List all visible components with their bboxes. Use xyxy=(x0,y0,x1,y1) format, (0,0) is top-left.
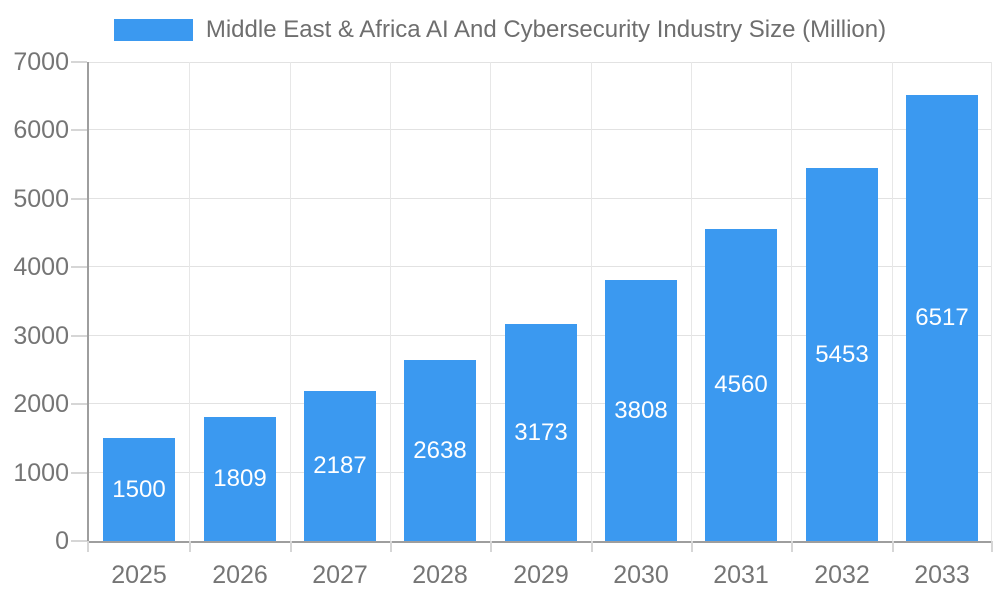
gridline-horizontal xyxy=(89,129,992,130)
y-axis-tick-label: 0 xyxy=(55,527,69,555)
x-axis-tick-label: 2027 xyxy=(312,561,368,589)
y-axis-tick-mark xyxy=(71,335,87,337)
x-axis-tick-label: 2031 xyxy=(713,561,769,589)
y-axis-tick-label: 6000 xyxy=(13,116,69,144)
y-axis-tick-mark xyxy=(71,472,87,474)
y-axis-tick-label: 5000 xyxy=(13,185,69,213)
bar[interactable]: 6517 xyxy=(906,95,978,541)
x-axis-tick-label: 2030 xyxy=(613,561,669,589)
legend-swatch-icon xyxy=(113,19,193,41)
y-axis-tick-mark xyxy=(71,61,87,63)
x-axis-tick-label: 2028 xyxy=(412,561,468,589)
chart-title: Middle East & Africa AI And Cybersecurit… xyxy=(205,16,887,43)
x-axis-tick-mark xyxy=(490,541,492,552)
y-axis-tick-label: 7000 xyxy=(13,48,69,76)
y-axis-tick-label: 4000 xyxy=(13,253,69,281)
gridline-horizontal xyxy=(89,198,992,199)
gridline-horizontal xyxy=(89,266,992,267)
y-axis-tick-mark xyxy=(71,266,87,268)
y-axis-tick-mark xyxy=(71,403,87,405)
y-axis-tick-mark xyxy=(71,198,87,200)
x-axis-tick-label: 2025 xyxy=(111,561,167,589)
gridline-vertical xyxy=(991,62,992,541)
gridline-vertical xyxy=(591,62,592,541)
y-axis-tick-label: 2000 xyxy=(13,390,69,418)
gridline-vertical xyxy=(390,62,391,541)
bar-value-label: 1809 xyxy=(213,465,267,492)
x-axis-tick-mark xyxy=(290,541,292,552)
bar[interactable]: 1809 xyxy=(204,417,276,541)
bar-value-label: 2638 xyxy=(413,436,467,464)
bar-value-label: 2187 xyxy=(313,452,367,479)
gridline-vertical xyxy=(691,62,692,541)
bar[interactable]: 3173 xyxy=(505,324,577,541)
x-axis-tick-label: 2029 xyxy=(513,561,569,589)
bar[interactable]: 2638 xyxy=(404,360,476,541)
y-axis-tick-mark xyxy=(71,129,87,131)
x-axis-tick-label: 2033 xyxy=(914,561,970,589)
gridline-horizontal xyxy=(89,62,992,63)
gridline-vertical xyxy=(791,62,792,541)
x-axis-tick-mark xyxy=(691,541,693,552)
bar-value-label: 3808 xyxy=(614,396,668,424)
bar-value-label: 3173 xyxy=(514,418,568,446)
bar-value-label: 6517 xyxy=(915,304,969,331)
x-axis-tick-mark xyxy=(189,541,191,552)
x-axis-tick-label: 2026 xyxy=(212,561,268,589)
bar[interactable]: 3808 xyxy=(605,280,677,541)
gridline-vertical xyxy=(490,62,491,541)
x-axis-tick-mark xyxy=(892,541,894,552)
bar-value-label: 5453 xyxy=(815,340,869,368)
bar-value-label: 1500 xyxy=(112,475,166,503)
x-axis-tick-mark xyxy=(791,541,793,552)
bar[interactable]: 1500 xyxy=(103,438,175,541)
y-axis-tick-label: 1000 xyxy=(13,459,69,487)
bar[interactable]: 2187 xyxy=(304,391,376,541)
bar-value-label: 4560 xyxy=(714,371,768,398)
y-axis-tick-mark xyxy=(71,540,87,542)
x-axis-tick-label: 2032 xyxy=(814,561,870,589)
gridline-vertical xyxy=(892,62,893,541)
gridline-vertical xyxy=(290,62,291,541)
x-axis-tick-mark xyxy=(591,541,593,552)
chart-legend[interactable]: Middle East & Africa AI And Cybersecurit… xyxy=(0,16,1000,44)
x-axis-tick-mark xyxy=(87,541,89,552)
gridline-vertical xyxy=(189,62,190,541)
bar[interactable]: 4560 xyxy=(705,229,777,541)
y-axis-tick-label: 3000 xyxy=(13,322,69,350)
bar[interactable]: 5453 xyxy=(806,168,878,541)
x-axis-tick-mark xyxy=(390,541,392,552)
x-axis-tick-mark xyxy=(991,541,993,552)
plot-area: 0 1000 2000 3000 4000 5000 6000 7000 1500 2025 180… xyxy=(13,48,993,589)
